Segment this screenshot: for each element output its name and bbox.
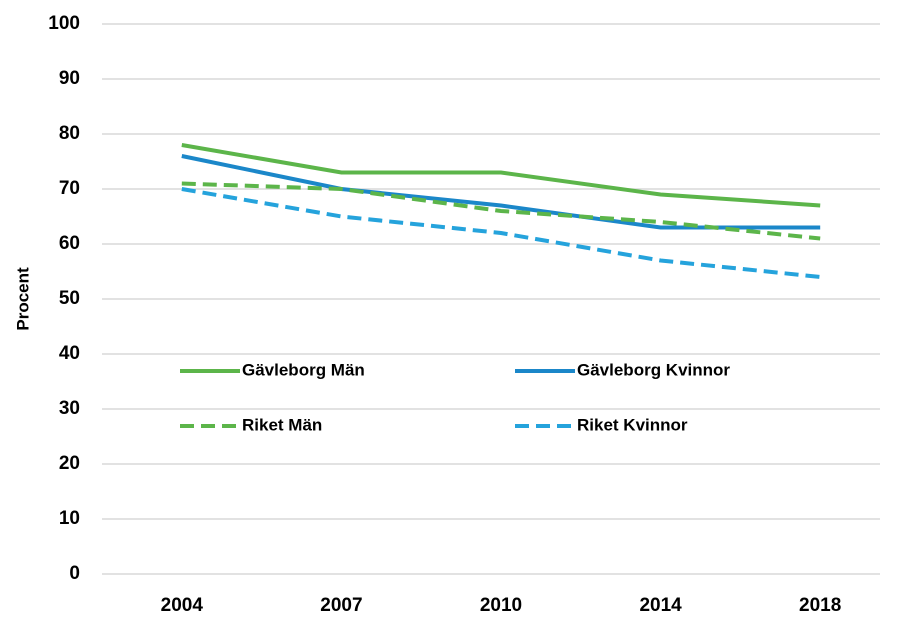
y-tick-label: 100 — [48, 13, 80, 34]
x-tick-label: 2010 — [480, 595, 522, 616]
x-tick-label: 2014 — [639, 595, 682, 616]
y-tick-label: 10 — [59, 508, 80, 529]
y-tick-label: 80 — [59, 123, 80, 144]
line-series — [181, 154, 821, 230]
legend-label: Gävleborg Kvinnor — [577, 360, 730, 379]
y-tick-label: 70 — [59, 178, 80, 199]
y-axis-label: Procent — [13, 267, 32, 331]
y-tick-label: 0 — [69, 563, 80, 584]
y-tick-label: 20 — [59, 453, 80, 474]
y-tick-label: 50 — [59, 288, 80, 309]
y-tick-label: 90 — [59, 68, 80, 89]
line-series — [181, 143, 821, 208]
legend-label: Gävleborg Män — [242, 360, 365, 379]
y-tick-label: 40 — [59, 343, 80, 364]
legend-label: Riket Kvinnor — [577, 415, 688, 434]
line-series — [181, 181, 821, 241]
x-tick-label: 2007 — [320, 595, 362, 616]
y-tick-label: 60 — [59, 233, 80, 254]
y-tick-label: 30 — [59, 398, 80, 419]
x-tick-label: 2018 — [799, 595, 841, 616]
line-series — [181, 187, 821, 279]
x-tick-label: 2004 — [161, 595, 204, 616]
legend-label: Riket Män — [242, 415, 322, 434]
